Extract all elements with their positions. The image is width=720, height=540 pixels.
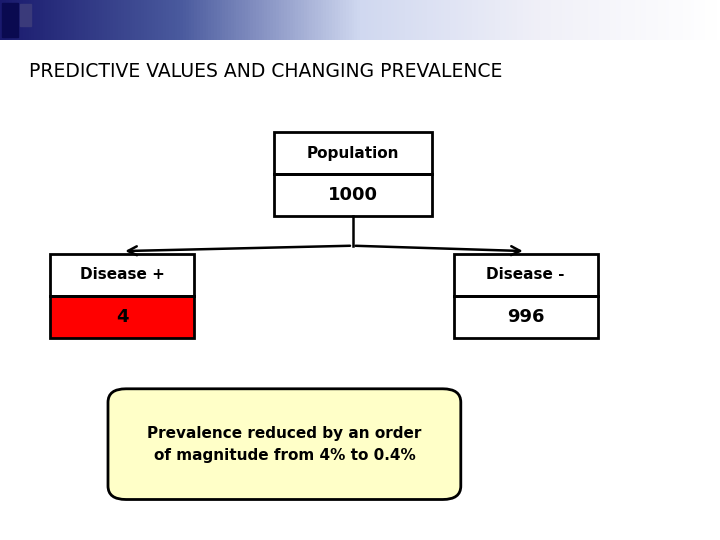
- Text: Population: Population: [307, 146, 399, 161]
- Bar: [50, 254, 194, 296]
- Text: 996: 996: [507, 308, 544, 326]
- Bar: [454, 295, 598, 338]
- Text: 4: 4: [116, 308, 129, 326]
- Text: Disease -: Disease -: [486, 267, 565, 282]
- Text: 1000: 1000: [328, 186, 378, 204]
- Bar: [454, 254, 598, 296]
- Text: Disease +: Disease +: [80, 267, 165, 282]
- Bar: [20, 4, 31, 26]
- Bar: [274, 132, 432, 174]
- Bar: [2, 3, 18, 37]
- Text: Prevalence reduced by an order
of magnitude from 4% to 0.4%: Prevalence reduced by an order of magnit…: [147, 426, 422, 463]
- Bar: [274, 174, 432, 216]
- Text: PREDICTIVE VALUES AND CHANGING PREVALENCE: PREDICTIVE VALUES AND CHANGING PREVALENC…: [29, 62, 502, 81]
- FancyBboxPatch shape: [108, 389, 461, 500]
- Bar: [50, 295, 194, 338]
